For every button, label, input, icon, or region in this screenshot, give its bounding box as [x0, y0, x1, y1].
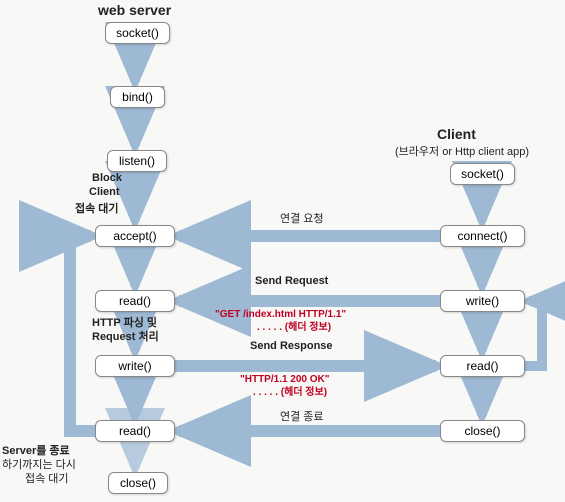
- label-conn-close: 연결 종료: [280, 408, 324, 424]
- red-req2: . . . . . (헤더 정보): [257, 321, 331, 334]
- note-end3: 접속 대기: [25, 470, 69, 486]
- node-connect: connect(): [440, 225, 525, 247]
- label-send-req: Send Request: [255, 275, 328, 287]
- note-block: Block: [92, 172, 122, 184]
- note-wait: 접속 대기: [75, 200, 119, 216]
- node-write-server: write(): [95, 355, 175, 377]
- node-listen: listen(): [107, 150, 167, 172]
- node-bind: bind(): [110, 86, 165, 108]
- red-req1: "GET /index.html HTTP/1.1": [215, 308, 346, 321]
- client-title: Client: [437, 126, 476, 142]
- node-close-client: close(): [440, 420, 525, 442]
- node-accept: accept(): [95, 225, 175, 247]
- node-read1: read(): [95, 290, 175, 312]
- node-socket-server: socket(): [105, 22, 170, 44]
- node-read2: read(): [95, 420, 175, 442]
- client-subtitle: (브라우저 or Http client app): [395, 143, 529, 159]
- label-send-res: Send Response: [250, 340, 333, 352]
- server-title: web server: [98, 2, 171, 18]
- red-res1: "HTTP/1.1 200 OK": [240, 373, 330, 386]
- node-close-server: close(): [108, 472, 168, 494]
- node-write-client: write(): [440, 290, 525, 312]
- node-socket-client: socket(): [450, 163, 515, 185]
- red-res2: . . . . . (헤더 정보): [253, 386, 327, 399]
- label-conn-req: 연결 요청: [280, 210, 324, 226]
- note-http2: Request 처리: [92, 328, 159, 344]
- node-read-client: read(): [440, 355, 525, 377]
- note-client: Client: [89, 186, 120, 198]
